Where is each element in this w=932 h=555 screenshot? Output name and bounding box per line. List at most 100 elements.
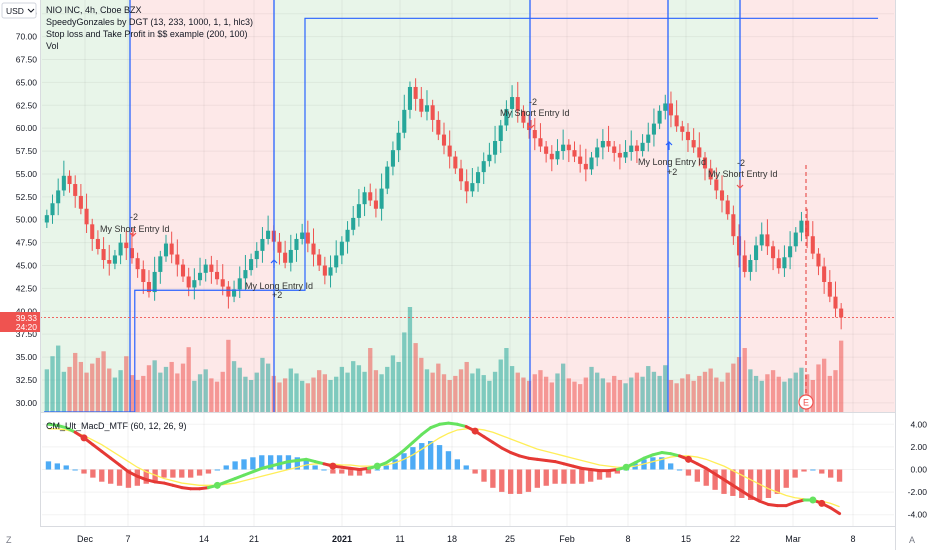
volume-bar xyxy=(396,361,401,412)
macd-line-segment xyxy=(758,499,770,507)
candle xyxy=(839,303,844,330)
macd-legend[interactable]: CM_Ult_MacD_MTF (60, 12, 26, 9) xyxy=(46,421,187,431)
candle xyxy=(583,148,588,182)
volume-bar xyxy=(458,369,464,412)
auto-scale-icon[interactable]: A xyxy=(909,535,915,545)
candle xyxy=(260,227,265,263)
macd-line-segment xyxy=(242,470,255,477)
price-tick-label: 55.00 xyxy=(16,169,38,179)
macd-histogram-bar xyxy=(188,469,194,478)
candle xyxy=(822,257,827,294)
macd-line-segment xyxy=(500,446,513,455)
candle xyxy=(197,257,203,286)
candle xyxy=(481,152,486,185)
timezone-icon[interactable]: Z xyxy=(6,535,12,545)
volume-bar xyxy=(146,365,152,412)
volume-bar xyxy=(515,372,520,412)
candle xyxy=(754,236,759,272)
candle xyxy=(192,268,197,300)
volume-bar xyxy=(243,376,248,412)
macd-histogram-bar xyxy=(170,469,176,478)
macd-line-segment xyxy=(233,473,246,481)
macd-histogram-bar xyxy=(650,457,656,470)
macd-cross-dot xyxy=(213,481,221,489)
volume-bar xyxy=(708,368,713,412)
candle xyxy=(561,129,566,160)
macd-axis[interactable]: 4.00 2.00 0.00 -2.00 -4.00 xyxy=(908,419,928,519)
long-entry-qty-1: +2 xyxy=(272,290,282,300)
macd-histogram-bar xyxy=(792,469,798,478)
candle xyxy=(441,122,447,155)
macd-histogram-bar xyxy=(801,469,807,472)
macd-histogram-bar xyxy=(525,469,532,492)
indicator-stoploss[interactable]: Stop loss and Take Profit in $$ example … xyxy=(46,29,247,39)
volume-bar xyxy=(685,374,691,412)
price-tick-label: 60.00 xyxy=(16,123,38,133)
volume-bar xyxy=(509,366,515,412)
macd-histogram-bar xyxy=(481,469,487,482)
main-legend[interactable]: NIO INC, 4h, Cboe BZX SpeedyGonzales by … xyxy=(46,5,253,51)
volume-bar xyxy=(742,348,747,412)
candle xyxy=(674,100,679,132)
candle xyxy=(249,253,254,276)
volume-bar xyxy=(816,364,821,412)
currency-badge[interactable] xyxy=(1,2,37,19)
symbol-title[interactable]: NIO INC, 4h, Cboe BZX xyxy=(46,5,142,15)
macd-line-segment xyxy=(384,455,397,465)
macd-histogram-bar xyxy=(445,451,452,470)
indicator-volume[interactable]: Vol xyxy=(46,41,59,51)
volume-bar xyxy=(78,361,84,412)
candle xyxy=(544,140,549,163)
macd-histogram-bar xyxy=(268,455,274,470)
candle xyxy=(226,281,231,309)
earnings-marker-icon[interactable] xyxy=(798,394,814,410)
short-arrow-icon xyxy=(736,180,744,189)
short-entry-label-2: My Short Entry Id xyxy=(500,108,570,118)
macd-histogram-bar xyxy=(321,469,327,471)
candle xyxy=(163,234,169,262)
candle xyxy=(510,85,515,118)
time-tick-label: 8 xyxy=(625,534,630,544)
macd-line-segment xyxy=(126,470,139,478)
bar-countdown: 24:20 xyxy=(16,322,38,332)
volume-bar xyxy=(629,377,634,412)
macd-line-segment xyxy=(260,464,273,470)
time-tick-label: 22 xyxy=(730,534,740,544)
volume-bar xyxy=(237,367,242,412)
volume-bar xyxy=(674,383,679,412)
candle xyxy=(572,141,577,163)
time-axis[interactable]: Dec 7 14 21 2021 11 18 25 Feb 8 15 22 Mar 8 xyxy=(77,534,856,544)
volume-bar xyxy=(680,378,685,412)
volume-bar xyxy=(651,371,657,412)
candle xyxy=(215,260,220,285)
volume-bar xyxy=(305,383,310,412)
signal-step-line xyxy=(44,17,879,413)
macd-histogram-bar xyxy=(250,457,256,470)
macd-line-segment xyxy=(162,481,175,487)
candle xyxy=(300,223,305,245)
macd-histogram-bar xyxy=(436,445,443,470)
macd-line-segment xyxy=(518,454,530,460)
candle xyxy=(368,183,373,206)
macd-histogram-bar xyxy=(783,469,789,488)
candle xyxy=(322,256,327,285)
macd-line-segment xyxy=(278,460,290,466)
candle xyxy=(816,248,821,276)
macd-histogram-bar xyxy=(543,469,549,486)
candle xyxy=(311,228,316,267)
long-entry-label-1: My Long Entry Id xyxy=(245,281,313,291)
macd-cross-dot xyxy=(684,455,692,463)
price-tick-label: 50.00 xyxy=(16,215,38,225)
volume-bar xyxy=(549,382,554,412)
strategy-background-zones xyxy=(40,0,896,412)
candle xyxy=(44,209,49,228)
volume-bar xyxy=(793,372,798,412)
macd-line-segment xyxy=(118,463,130,474)
indicator-speedygonzales[interactable]: SpeedyGonzales by DGT (13, 233, 1000, 1,… xyxy=(46,17,253,27)
volume-bar xyxy=(492,371,498,412)
candle xyxy=(424,90,430,121)
volume-bar xyxy=(566,378,571,412)
macd-histogram-bar xyxy=(561,469,567,484)
